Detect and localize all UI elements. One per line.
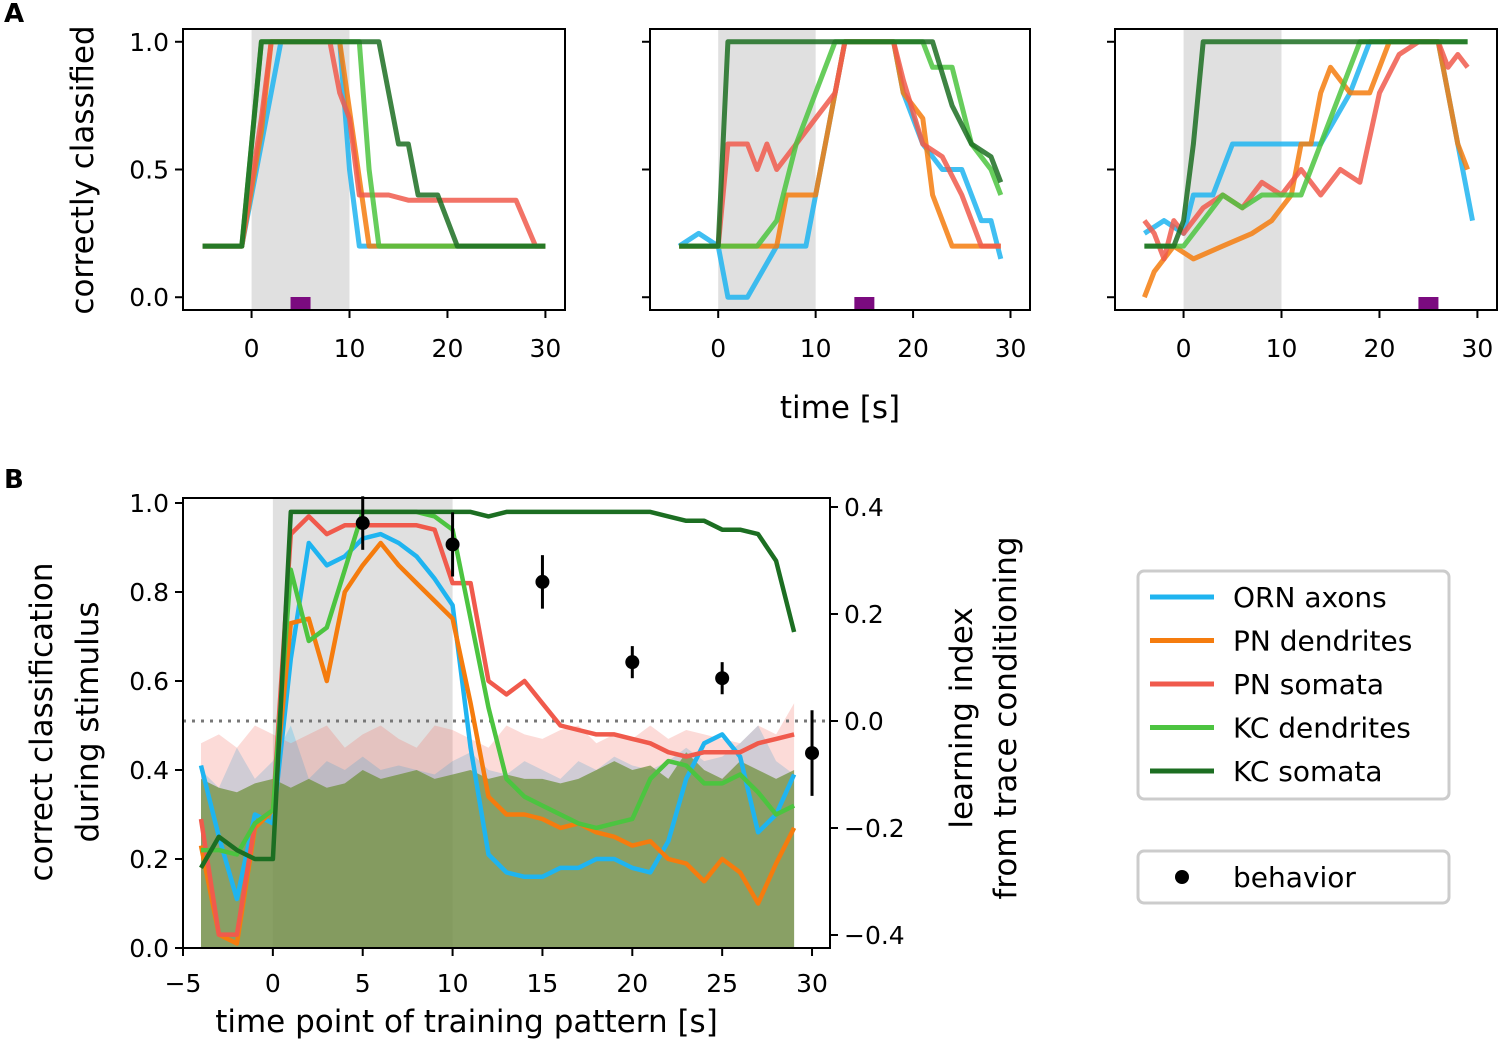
legend-label-kc-somata: KC somata [1233,755,1383,788]
legend: ORN axons PN dendrites PN somata KC dendrit… [1136,569,1451,905]
legend-label-behavior: behavior [1233,861,1356,894]
y-tick-label: 0.4 [129,756,169,785]
x-tick-label: 30 [995,334,1027,363]
x-tick-label: 10 [437,969,469,998]
axes-frame [182,28,566,311]
x-tick-label: 30 [530,334,562,363]
line-pn-dendrites [198,540,797,946]
line-kc-somata [1144,39,1468,249]
x-tick-label: 5 [355,969,371,998]
y-tick-label: 0.0 [129,283,169,312]
axes-frame [1114,28,1498,311]
behavior-point [355,516,370,531]
x-tick-label: 10 [800,334,832,363]
legend-label-kc-dendrites: KC dendrites [1233,712,1411,745]
x-axis-label: time point of training pattern [s] [215,1004,718,1040]
x-tick-label: 20 [432,334,464,363]
shuffle-band-kc-dendrites [201,752,795,948]
y2-tick-label: 0.2 [844,600,884,629]
line-kc-dendrites [201,509,796,857]
panel-letter-a: A [4,0,24,29]
x-axis-label: time [s] [780,390,900,426]
y2-tick-label: −0.2 [844,814,905,843]
training-marker [854,297,875,310]
panel-a: 0 10 20 30 0.0 0.5 1.0 correctly classified 0 10 2… [65,25,1498,426]
subplot-a-3: 0 10 20 30 [1107,28,1498,363]
x-tick-label: 0 [710,334,726,363]
behavior-point [445,537,460,552]
training-marker [290,297,311,310]
x-tick-label: 0 [244,334,260,363]
y-tick-label: 0.6 [129,667,169,696]
y-tick-label: 0.5 [129,156,169,185]
y-tick-label: 0.2 [129,845,169,874]
y-tick-label: 1.0 [129,28,169,57]
line-kc-somata [202,39,546,249]
behavior-point [805,746,820,761]
y2-axis-label-line1: learning index [944,607,980,828]
legend-behavior-box [1136,849,1451,905]
x-tick-label: 30 [796,969,828,998]
line-pn-somata [202,39,546,249]
subplot-a-2: 0 10 20 30 time [s] [642,28,1031,426]
x-tick-label: 10 [1266,334,1298,363]
y-axis-label: correctly classified [65,25,101,314]
line-pn-somata [679,39,1001,249]
x-tick-label: 0 [1176,334,1192,363]
x-tick-label: 20 [616,969,648,998]
x-tick-label: 15 [527,969,559,998]
line-kc-somata [679,39,1004,249]
axes-frame [182,497,831,949]
y-axis-label-line1: correct classification [24,563,60,882]
x-tick-label: 25 [706,969,738,998]
behavior-point [535,574,550,589]
y-tick-label: 0.8 [129,578,169,607]
legend-label-pn-somata: PN somata [1233,668,1384,701]
subplot-a-1: 0 10 20 30 0.0 0.5 1.0 correctly classified [65,25,566,363]
x-tick-label: 10 [334,334,366,363]
panel-b: −5 0 5 10 15 20 25 30 0.0 0.2 0.4 0.6 0.8 1.0 −0.4 −0.2… [24,489,1024,1040]
x-tick-label: 20 [1364,334,1396,363]
y2-tick-label: 0.4 [844,493,884,522]
legend-label-orn-axons: ORN axons [1233,581,1387,614]
line-kc-dendrites [1144,39,1468,249]
y2-axis-label-line2: from trace conditioning [988,536,1024,899]
panel-letter-b: B [4,465,24,495]
line-pn-somata [198,514,795,937]
y-tick-label: 0.0 [129,934,169,963]
x-tick-label: 20 [897,334,929,363]
x-tick-label: −5 [165,969,202,998]
x-tick-label: 0 [265,969,281,998]
line-kc-somata [199,509,797,870]
legend-box [1136,569,1451,801]
behavior-point [715,671,730,686]
y2-tick-label: 0.0 [844,707,884,736]
legend-behavior-marker [1175,870,1189,884]
y2-tick-label: −0.4 [844,921,905,950]
behavior-point [625,655,640,670]
y-tick-label: 1.0 [129,489,169,518]
training-marker [1418,297,1439,310]
x-tick-label: 30 [1462,334,1494,363]
legend-label-pn-dendrites: PN dendrites [1233,625,1412,658]
y-axis-label-line2: during stimulus [70,601,106,842]
